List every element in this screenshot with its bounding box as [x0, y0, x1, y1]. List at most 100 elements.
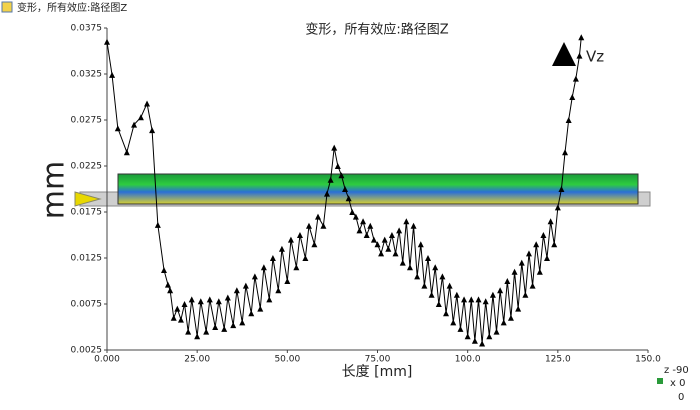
point-marker	[479, 340, 486, 347]
point-marker	[242, 282, 249, 289]
point-marker	[446, 282, 453, 289]
point-marker	[296, 232, 303, 238]
point-marker	[381, 236, 388, 243]
point-marker	[486, 333, 493, 340]
point-marker	[493, 328, 500, 335]
point-marker	[230, 322, 237, 329]
point-marker	[525, 250, 532, 257]
arrow	[74, 191, 102, 207]
triad-label: z -90	[664, 365, 689, 376]
point-marker	[529, 282, 536, 289]
point-marker	[114, 125, 121, 132]
y-tick-label: 0.0375	[71, 24, 103, 34]
point-marker	[504, 278, 511, 284]
point-marker	[457, 325, 464, 332]
point-marker	[164, 281, 171, 288]
y-tick-label: 0.0225	[71, 162, 103, 172]
point-marker	[331, 144, 338, 151]
point-marker	[302, 255, 309, 261]
point-marker	[251, 273, 258, 280]
point-marker	[396, 227, 403, 234]
point-marker	[287, 236, 294, 243]
y-tick-label: 0.0175	[71, 208, 103, 218]
point-marker	[275, 287, 282, 294]
point-marker	[266, 296, 273, 303]
point-marker	[392, 250, 399, 257]
point-marker	[327, 176, 334, 183]
point-marker	[181, 301, 188, 307]
point-marker	[352, 213, 359, 220]
point-marker	[410, 222, 417, 229]
point-marker	[515, 305, 522, 312]
point-marker	[547, 218, 554, 225]
point-marker	[203, 328, 210, 335]
point-marker	[363, 232, 370, 238]
triad-label: x 0	[670, 378, 685, 389]
point-marker	[349, 209, 356, 215]
point-marker	[432, 264, 439, 271]
point-marker	[167, 287, 174, 294]
y-tick-label: 0.0025	[71, 346, 103, 356]
point-marker	[314, 213, 321, 220]
x-tick-label: 100.0	[455, 355, 481, 365]
x-tick-label: 150.0	[635, 355, 661, 365]
point-marker	[160, 266, 167, 273]
point-marker	[149, 127, 156, 134]
point-marker	[338, 172, 345, 179]
point-marker	[215, 298, 222, 305]
point-marker	[417, 241, 424, 248]
point-marker	[284, 278, 291, 284]
point-marker	[578, 34, 585, 41]
point-marker	[424, 255, 431, 261]
point-marker	[558, 186, 565, 192]
point-marker	[497, 287, 504, 294]
point-marker	[464, 333, 471, 340]
point-marker	[356, 227, 363, 234]
point-marker	[518, 259, 525, 266]
point-marker	[109, 71, 116, 78]
point-marker	[278, 245, 285, 252]
point-marker	[536, 268, 543, 275]
point-marker	[378, 250, 385, 257]
point-marker	[576, 52, 583, 59]
point-marker	[367, 222, 374, 229]
triad-icon	[657, 378, 663, 384]
point-marker	[144, 100, 151, 107]
point-marker	[221, 325, 228, 332]
point-marker	[572, 75, 579, 82]
point-marker	[177, 316, 184, 323]
legend-marker	[552, 42, 576, 66]
point-marker	[489, 291, 496, 298]
point-marker	[374, 241, 381, 248]
point-marker	[154, 221, 161, 228]
x-tick-label: 25.00	[184, 355, 210, 365]
point-marker	[511, 268, 518, 275]
point-marker	[544, 255, 551, 261]
point-marker	[565, 117, 572, 123]
point-marker	[342, 186, 349, 192]
chart-title: 变形，所有效应:路径图Z	[305, 22, 448, 38]
point-marker	[224, 294, 231, 301]
point-marker	[360, 218, 367, 225]
point-marker	[569, 94, 576, 100]
point-marker	[260, 264, 267, 271]
point-marker	[399, 259, 406, 266]
y-axis-label: mm	[37, 161, 72, 219]
point-marker	[522, 291, 529, 298]
point-marker	[311, 241, 318, 248]
legend-label: Vz	[586, 48, 604, 66]
y-tick-label: 0.0125	[71, 254, 103, 264]
point-marker	[388, 232, 395, 238]
triad-label: 0	[678, 392, 684, 403]
point-marker	[257, 305, 264, 312]
point-marker	[239, 319, 246, 326]
point-marker	[370, 236, 377, 243]
point-marker	[439, 273, 446, 280]
window-icon	[1, 1, 13, 13]
point-marker	[540, 232, 547, 238]
point-marker	[475, 296, 482, 303]
point-marker	[248, 310, 255, 317]
point-marker	[428, 291, 435, 298]
y-tick-label: 0.0075	[71, 300, 103, 310]
